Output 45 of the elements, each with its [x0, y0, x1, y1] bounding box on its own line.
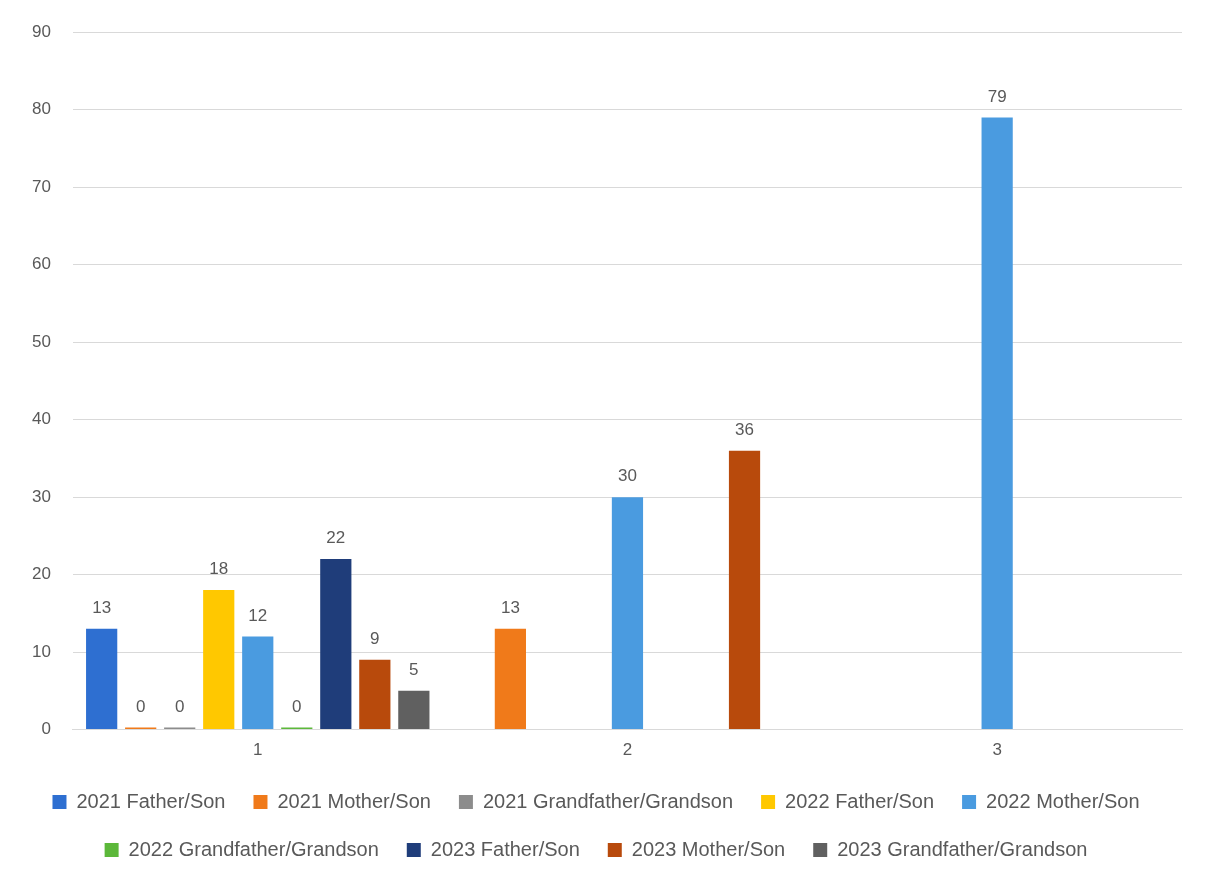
data-label: 36 [735, 419, 754, 439]
data-label: 0 [174, 696, 185, 716]
data-label: 18 [209, 559, 229, 579]
y-tick-label: 40 [31, 409, 51, 429]
data-label: 0 [292, 696, 302, 716]
bar [611, 497, 644, 730]
bar [242, 636, 274, 730]
data-label: 79 [987, 86, 1007, 106]
legend-label: 2022 Grandfather/Grandson [128, 837, 379, 860]
legend-label: 2021 Father/Son [76, 789, 226, 812]
bar [398, 690, 430, 730]
x-tick-label: 1 [253, 740, 263, 760]
y-tick-label: 80 [31, 99, 51, 119]
y-tick-label: 30 [31, 486, 51, 506]
legend-label: 2021 Mother/Son [277, 789, 431, 812]
bar [728, 450, 761, 730]
data-label: 5 [409, 660, 419, 680]
data-label: 22 [326, 528, 346, 548]
bar [86, 628, 118, 730]
bar [981, 117, 1013, 730]
data-label: 13 [92, 598, 112, 618]
legend-label: 2023 Father/Son [430, 837, 580, 860]
y-tick-label: 70 [31, 176, 51, 196]
y-tick-label: 60 [31, 254, 51, 274]
y-tick-label: 90 [31, 21, 51, 41]
bar [320, 559, 352, 730]
data-label: 9 [370, 629, 380, 649]
y-tick-label: 50 [31, 331, 51, 351]
bar [203, 590, 235, 730]
bar [359, 659, 391, 730]
legend-label: 2021 Grandfather/Grandson [482, 789, 734, 812]
legend-label: 2023 Mother/Son [631, 837, 786, 860]
data-label: 0 [135, 696, 146, 716]
x-tick-label: 3 [992, 740, 1002, 760]
legend-label: 2023 Grandfather/Grandson [837, 837, 1088, 860]
data-label: 12 [248, 605, 268, 625]
x-tick-label: 2 [622, 740, 633, 760]
y-tick-label: 0 [41, 719, 51, 739]
legend-label: 2022 Father/Son [785, 789, 935, 812]
data-label: 30 [617, 466, 637, 486]
bar [494, 628, 526, 730]
data-label: 13 [500, 598, 520, 618]
y-tick-label: 20 [31, 564, 51, 584]
y-tick-label: 10 [31, 641, 51, 661]
legend-label: 2022 Mother/Son [986, 789, 1140, 812]
